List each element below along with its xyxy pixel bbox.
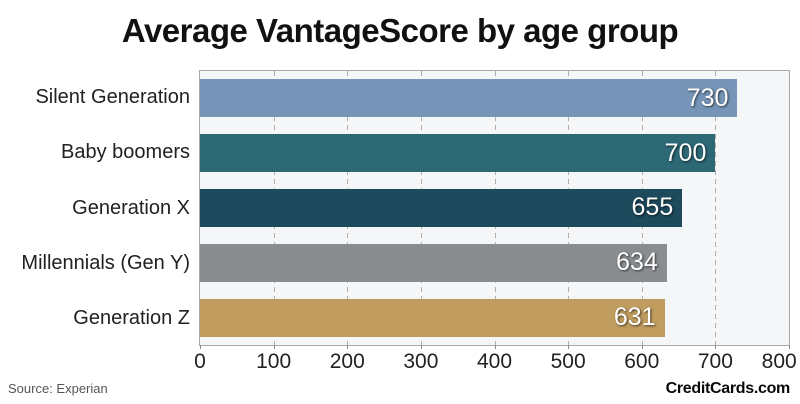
bar-row: 700	[200, 126, 789, 181]
x-axis-tick	[568, 345, 570, 349]
x-axis-tick-label: 200	[329, 350, 365, 373]
bar-row: 655	[200, 181, 789, 236]
x-axis-tick	[200, 345, 201, 349]
bar: 655	[200, 188, 683, 227]
category-label: Generation X	[72, 196, 190, 219]
bar-row: 634	[200, 235, 789, 290]
x-axis-tick-label: 0	[194, 350, 206, 373]
category-label: Baby boomers	[61, 141, 190, 164]
x-axis-tick-label: 600	[624, 350, 660, 373]
bar: 700	[200, 134, 716, 173]
chart-title: Average VantageScore by age group	[121, 12, 679, 49]
x-axis-tick-label: 100	[256, 350, 292, 373]
x-axis-tick	[494, 345, 496, 349]
x-axis-tick-labels: 0 100 200 300 400 500 600 700 800	[194, 350, 797, 374]
bar-value-label: 634	[616, 248, 658, 277]
category-label: Generation Z	[73, 306, 190, 329]
bar-row: 730	[200, 71, 789, 126]
bar: 631	[200, 298, 665, 337]
x-axis-tick-label: 400	[476, 350, 513, 373]
bar-value-label: 631	[613, 303, 656, 332]
x-axis-tick-label: 500	[550, 350, 586, 373]
x-axis-tick-label: 300	[403, 350, 439, 373]
bar-value-label: 700	[664, 138, 707, 167]
bar-value-label: 655	[631, 193, 674, 222]
x-axis-tick-label: 800	[761, 350, 797, 373]
x-axis-tick-label: 700	[697, 350, 733, 373]
category-label: Millennials (Gen Y)	[21, 251, 190, 274]
x-axis-tick	[420, 345, 422, 349]
x-axis-tick-marks	[200, 345, 790, 350]
source-text: Source: Experian	[8, 381, 108, 396]
x-axis-tick	[347, 345, 349, 349]
bar: 634	[200, 243, 667, 282]
x-axis-tick	[789, 345, 790, 349]
x-axis-tick	[273, 345, 275, 349]
branding-logo: CreditCards.com	[665, 380, 791, 397]
bar-row: 631	[200, 290, 789, 345]
gridline	[715, 71, 717, 345]
x-axis-tick	[641, 345, 643, 349]
plot-area: 730 700 655 634 631	[199, 70, 790, 346]
category-label: Silent Generation	[35, 86, 190, 109]
bar-value-label: 730	[686, 83, 729, 112]
x-axis-tick	[715, 345, 717, 349]
y-axis-category-labels: Silent Generation Baby boomers Generation …	[0, 70, 190, 346]
bars-layer: 730 700 655 634 631	[200, 71, 789, 345]
bar: 730	[200, 79, 738, 118]
